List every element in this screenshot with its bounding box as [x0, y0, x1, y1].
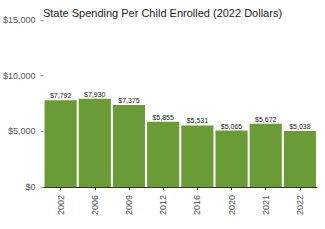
svg-text:2022: 2022: [295, 195, 305, 215]
svg-text:2012: 2012: [158, 195, 168, 215]
svg-text:$5,038: $5,038: [289, 123, 311, 130]
svg-text:2016: 2016: [192, 195, 202, 215]
svg-text:$7,375: $7,375: [118, 97, 140, 104]
svg-text:$7,792: $7,792: [50, 92, 72, 99]
svg-text:$5,065: $5,065: [221, 123, 243, 130]
svg-text:State Spending Per Child Enrol: State Spending Per Child Enrolled (2022 …: [43, 7, 282, 19]
svg-text:$5,000: $5,000: [8, 126, 36, 136]
svg-text:$5,531: $5,531: [187, 117, 209, 124]
svg-text:2009: 2009: [124, 195, 134, 215]
svg-text:$0: $0: [26, 182, 36, 192]
svg-text:2006: 2006: [90, 195, 100, 215]
svg-text:$5,855: $5,855: [152, 114, 174, 121]
svg-text:2002: 2002: [56, 195, 66, 215]
svg-text:$10,000: $10,000: [3, 71, 36, 81]
svg-text:2021: 2021: [261, 195, 271, 215]
svg-text:$15,000: $15,000: [3, 15, 36, 25]
svg-text:$7,930: $7,930: [84, 91, 106, 98]
svg-text:2020: 2020: [227, 195, 237, 215]
svg-text:$5,672: $5,672: [255, 116, 277, 123]
